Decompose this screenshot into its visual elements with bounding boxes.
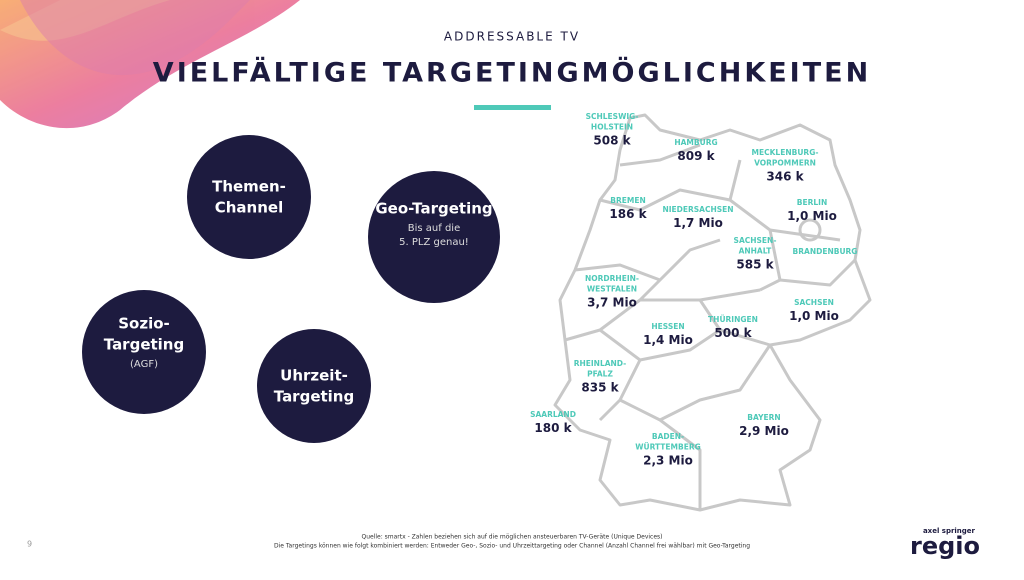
region-value: 1,0 Mio: [789, 309, 839, 323]
regions: SCHLESWIG- HOLSTEIN 508 k HAMBURG 809 k MECKL…: [530, 112, 857, 468]
region-label: THÜRINGEN: [708, 315, 758, 324]
circle-text: Bis auf die: [408, 223, 460, 234]
region-label: BRANDENBURG: [793, 247, 858, 256]
circle-text: (AGF): [130, 359, 158, 370]
page-number: 9: [27, 540, 32, 549]
circle-title: Themen-: [212, 178, 286, 196]
circle-title: Sozio-: [118, 315, 170, 333]
circle-title: Geo-Targeting: [375, 200, 492, 218]
region-label: WESTFALEN: [587, 285, 637, 294]
footnote: Die Targetings können wie folgt kombinie…: [274, 543, 750, 550]
title: VIELFÄLTIGE TARGETINGMÖGLICHKEITEN: [153, 56, 871, 89]
region-label: RHEINLAND-: [574, 359, 627, 368]
region-label: HAMBURG: [674, 138, 717, 147]
region-label: MECKLENBURG-: [752, 148, 819, 157]
region-label: PFALZ: [587, 370, 613, 379]
circle: [187, 135, 311, 259]
region-value: 346 k: [766, 170, 804, 184]
circle-title: Targeting: [104, 336, 184, 354]
region-label: BADEN-: [652, 432, 684, 441]
region-value: 500 k: [714, 326, 752, 340]
circle-text: 5. PLZ genau!: [399, 237, 469, 248]
region-label: SACHSEN: [794, 298, 834, 307]
region-value: 835 k: [581, 381, 619, 395]
region-label: HOLSTEIN: [591, 123, 633, 132]
region-label: BAYERN: [747, 413, 780, 422]
region-label: NORDRHEIN-: [585, 274, 639, 283]
region-value: 180 k: [534, 421, 572, 435]
region-value: 585 k: [736, 258, 774, 272]
region-value: 186 k: [609, 207, 647, 221]
region-value: 1,4 Mio: [643, 333, 693, 347]
region-value: 508 k: [593, 134, 631, 148]
circle-title: Channel: [215, 199, 283, 217]
region-value: 2,9 Mio: [739, 424, 789, 438]
germany-map: [553, 113, 872, 512]
region-value: 2,3 Mio: [643, 454, 693, 468]
logo: regio: [910, 532, 980, 560]
circle: [257, 329, 371, 443]
region-value: 3,7 Mio: [587, 296, 637, 310]
region-value: 1,7 Mio: [673, 216, 723, 230]
region-label: VORPOMMERN: [754, 159, 816, 168]
region-label: NIEDERSACHSEN: [662, 205, 733, 214]
region-label: SAARLAND: [530, 410, 576, 419]
subtitle: ADDRESSABLE TV: [444, 30, 580, 44]
decoration: [0, 0, 300, 129]
footnote: Quelle: smartx - Zahlen beziehen sich au…: [361, 534, 662, 541]
accent-bar: [474, 105, 551, 110]
circle-title: Uhrzeit-: [280, 367, 348, 385]
circles: Themen- Channel Geo-Targeting Bis auf die 5.…: [82, 135, 500, 443]
region-value: 1,0 Mio: [787, 209, 837, 223]
logo-top: axel springer: [923, 527, 976, 535]
region-label: HESSEN: [651, 322, 684, 331]
region-label: ANHALT: [739, 247, 773, 256]
circle: [82, 290, 206, 414]
region-label: SACHSEN-: [734, 236, 777, 245]
region-label: BERLIN: [797, 198, 827, 207]
region-value: 809 k: [677, 149, 715, 163]
region-label: WÜRTTEMBERG: [635, 443, 701, 452]
circle-title: Targeting: [274, 388, 354, 406]
region-label: BREMEN: [610, 196, 645, 205]
region-label: SCHLESWIG-: [586, 112, 639, 121]
circle: [368, 171, 500, 303]
